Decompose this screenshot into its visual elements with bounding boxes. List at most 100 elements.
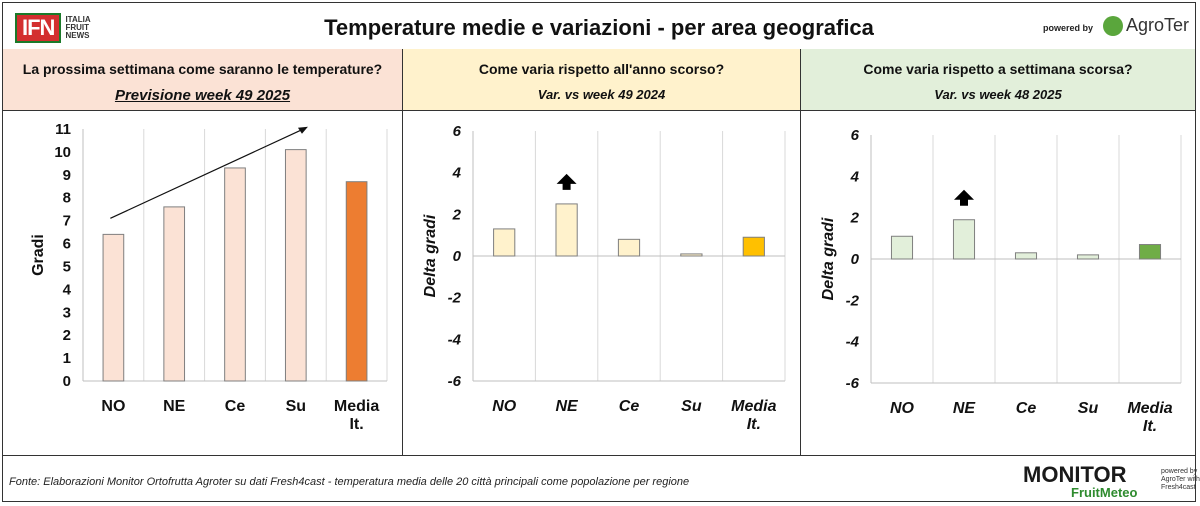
- y-tick-label: -6: [846, 375, 860, 392]
- category-label: Media: [334, 398, 379, 415]
- monitor-powered: powered by AgroTer with Fresh4cast: [1161, 468, 1200, 491]
- page-title: Temperature medie e variazioni - per are…: [324, 15, 874, 40]
- bar-ce: [1014, 252, 1038, 260]
- panel-wow-question: Come varia rispetto a settimana scorsa?: [863, 61, 1133, 77]
- ifn-logo-sub-2: FRUIT: [65, 23, 90, 32]
- trend-arrow-line: [110, 129, 303, 219]
- panel-yoy: Come varia rispetto all'anno scorso? Var…: [403, 49, 801, 455]
- bar-su: [284, 149, 307, 382]
- category-label: NO: [101, 398, 125, 415]
- category-label: Su: [681, 398, 702, 415]
- y-tick-label: 2: [850, 210, 860, 227]
- ifn-logo-sub-1: ITALIA: [65, 15, 91, 24]
- category-label: NE: [953, 400, 977, 417]
- powered-by-label: powered by: [1043, 23, 1094, 33]
- bar-ce: [617, 238, 641, 257]
- monitor-title: MONITOR: [1023, 462, 1127, 487]
- bar-ne: [163, 206, 186, 382]
- category-label: NO: [492, 398, 517, 415]
- y-tick-label: 0: [63, 373, 71, 390]
- y-tick-label: 2: [63, 327, 71, 344]
- y-tick-label: 6: [63, 236, 71, 253]
- y-tick-label: 2: [452, 206, 462, 223]
- bar-no: [493, 228, 516, 257]
- panel-forecast: La prossima settimana come saranno le te…: [3, 49, 403, 455]
- panel-wow-subtitle: Var. vs week 48 2025: [934, 87, 1062, 102]
- category-label: Ce: [1016, 400, 1037, 417]
- up-arrow-icon: [954, 189, 974, 206]
- category-label: NE: [163, 398, 186, 415]
- bar-mediait: [1138, 244, 1162, 260]
- header: IFN ITALIA FRUIT NEWS Temperature medie …: [3, 3, 1195, 47]
- panel-wow: Come varia rispetto a settimana scorsa? …: [801, 49, 1195, 455]
- panel-yoy-subtitle: Var. vs week 49 2024: [537, 87, 666, 102]
- bar-ce: [224, 167, 246, 382]
- footer: Fonte: Elaborazioni Monitor Ortofrutta A…: [3, 455, 1200, 501]
- panel-forecast-header: La prossima settimana come saranno le te…: [3, 49, 402, 111]
- up-arrow-icon: [556, 173, 577, 190]
- category-label: Ce: [619, 398, 640, 415]
- trend-arrow-icon: [297, 126, 308, 134]
- y-tick-label: -4: [448, 331, 462, 348]
- ifn-logo-sub-3: NEWS: [65, 31, 90, 40]
- y-tick-label: 5: [63, 258, 71, 275]
- source-note: Fonte: Elaborazioni Monitor Ortofrutta A…: [9, 476, 690, 488]
- y-tick-label: 10: [54, 144, 71, 161]
- y-tick-label: -2: [846, 292, 860, 309]
- category-label: Media: [1127, 400, 1172, 417]
- y-axis-label: Delta gradi: [820, 217, 837, 300]
- category-label: Su: [1078, 400, 1099, 417]
- y-tick-label: 7: [63, 213, 71, 230]
- y-tick-label: 4: [452, 165, 462, 182]
- monitor-logo: MONITOR FruitMeteo powered by AgroTer wi…: [1023, 462, 1200, 500]
- y-tick-label: 6: [453, 123, 462, 140]
- y-tick-label: -6: [448, 373, 462, 390]
- ifn-logo: IFN ITALIA FRUIT NEWS: [15, 13, 91, 43]
- y-tick-label: 3: [63, 304, 71, 321]
- y-tick-label: -2: [448, 290, 462, 307]
- y-tick-label: 6: [851, 127, 860, 144]
- y-tick-label: 9: [63, 167, 71, 184]
- bar-no: [102, 233, 125, 382]
- bar-no: [890, 235, 914, 260]
- bar-ne: [555, 203, 578, 257]
- y-tick-label: 0: [851, 251, 860, 268]
- category-label: Su: [286, 398, 306, 415]
- y-axis-label: Gradi: [30, 234, 47, 276]
- category-label-line2: It.: [747, 416, 761, 433]
- panel-forecast-question: La prossima settimana come saranno le te…: [22, 61, 383, 77]
- category-label: Media: [731, 398, 776, 415]
- y-tick-label: 4: [63, 281, 72, 298]
- category-label: Ce: [225, 398, 246, 415]
- monitor-sub: FruitMeteo: [1071, 485, 1138, 500]
- y-axis-label: Delta gradi: [422, 214, 439, 297]
- panel-yoy-question: Come varia rispetto all'anno scorso?: [478, 61, 725, 77]
- category-label: NE: [555, 398, 579, 415]
- category-label-line2: It.: [349, 416, 363, 433]
- panel-forecast-subtitle: Previsione week 49 2025: [114, 87, 291, 104]
- bar-su: [680, 253, 703, 257]
- panel-wow-header: Come varia rispetto a settimana scorsa? …: [801, 49, 1195, 111]
- bar-su: [1076, 254, 1100, 260]
- panel-yoy-header: Come varia rispetto all'anno scorso? Var…: [403, 49, 800, 111]
- y-tick-label: 1: [63, 350, 71, 367]
- bar-ne: [952, 219, 976, 260]
- category-label-line2: It.: [1143, 418, 1157, 435]
- y-tick-label: 4: [850, 168, 860, 185]
- agroter-logo: AgroTer: [1103, 15, 1189, 36]
- y-tick-label: -4: [846, 334, 860, 351]
- y-tick-label: 0: [453, 248, 462, 265]
- y-tick-label: 8: [63, 190, 71, 207]
- ifn-logo-sub: ITALIA FRUIT NEWS: [65, 16, 90, 40]
- category-label: NO: [890, 400, 915, 417]
- ifn-logo-text: IFN: [15, 13, 62, 43]
- bar-mediait: [345, 181, 368, 382]
- bar-mediait: [742, 236, 765, 257]
- agroter-brand: AgroTer: [1126, 15, 1190, 35]
- y-tick-label: 11: [55, 121, 71, 138]
- agroter-leaf-icon: [1103, 15, 1123, 36]
